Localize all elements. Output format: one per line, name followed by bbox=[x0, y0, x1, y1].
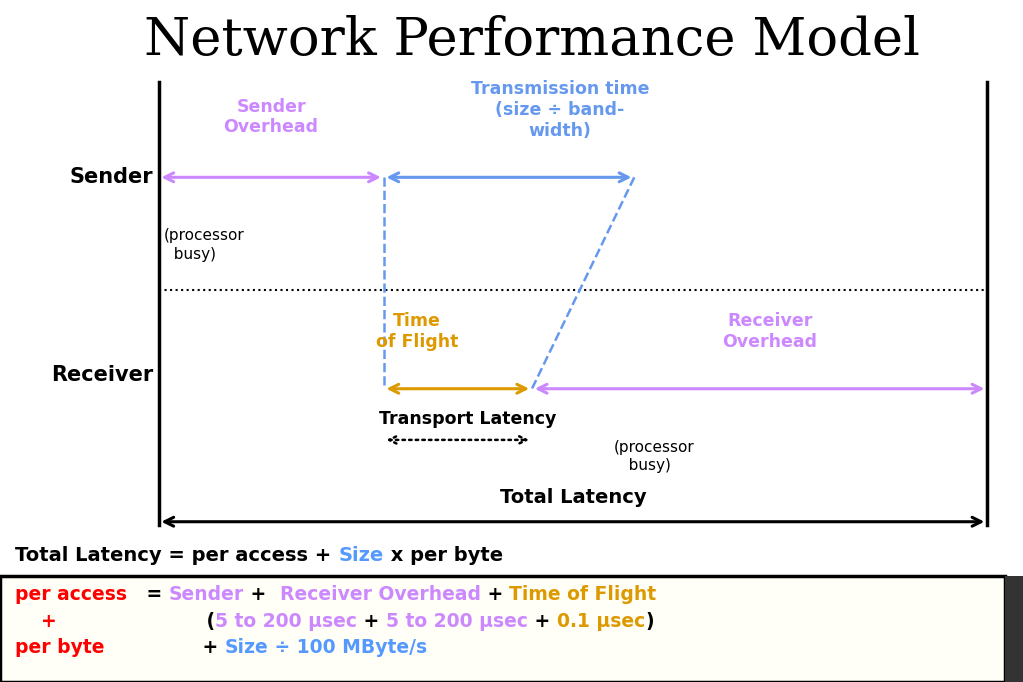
Text: Network Performance Model: Network Performance Model bbox=[144, 16, 920, 66]
Text: Receiver Overhead: Receiver Overhead bbox=[279, 585, 481, 604]
Text: (: ( bbox=[57, 612, 215, 632]
Text: Total Latency: Total Latency bbox=[499, 488, 647, 507]
Text: +: + bbox=[15, 612, 57, 632]
Text: 5 to 200 μsec: 5 to 200 μsec bbox=[386, 612, 528, 632]
Text: ÷ 100 MByte/s: ÷ 100 MByte/s bbox=[268, 638, 428, 657]
Text: +: + bbox=[357, 612, 386, 632]
Text: +: + bbox=[104, 638, 225, 657]
Text: Receiver
Overhead: Receiver Overhead bbox=[722, 312, 817, 351]
Text: (processor
  busy): (processor busy) bbox=[164, 228, 244, 262]
Text: Size: Size bbox=[225, 638, 268, 657]
Text: Sender: Sender bbox=[169, 585, 244, 604]
Text: =: = bbox=[127, 585, 169, 604]
Text: Receiver: Receiver bbox=[51, 365, 153, 385]
Text: Size: Size bbox=[339, 546, 384, 565]
Text: Transmission time
(size ÷ band-
width): Transmission time (size ÷ band- width) bbox=[471, 80, 650, 140]
Text: +: + bbox=[244, 585, 279, 604]
Text: 0.1 μsec: 0.1 μsec bbox=[557, 612, 644, 632]
Text: Sender
Overhead: Sender Overhead bbox=[224, 98, 318, 136]
Text: Time of Flight: Time of Flight bbox=[509, 585, 657, 604]
FancyBboxPatch shape bbox=[1005, 576, 1023, 682]
Text: Sender: Sender bbox=[70, 167, 153, 188]
Text: (processor
   busy): (processor busy) bbox=[614, 440, 695, 473]
Text: Time
of Flight: Time of Flight bbox=[375, 312, 458, 351]
Text: ): ) bbox=[644, 612, 654, 632]
FancyBboxPatch shape bbox=[0, 576, 1005, 682]
Text: +: + bbox=[528, 612, 557, 632]
Text: x per byte: x per byte bbox=[384, 546, 502, 565]
Text: Total Latency = per access +: Total Latency = per access + bbox=[15, 546, 339, 565]
Text: +: + bbox=[481, 585, 509, 604]
Text: 5 to 200 μsec: 5 to 200 μsec bbox=[215, 612, 357, 632]
Text: per byte: per byte bbox=[15, 638, 104, 657]
Text: per access: per access bbox=[15, 585, 127, 604]
Text: Transport Latency: Transport Latency bbox=[380, 411, 557, 428]
